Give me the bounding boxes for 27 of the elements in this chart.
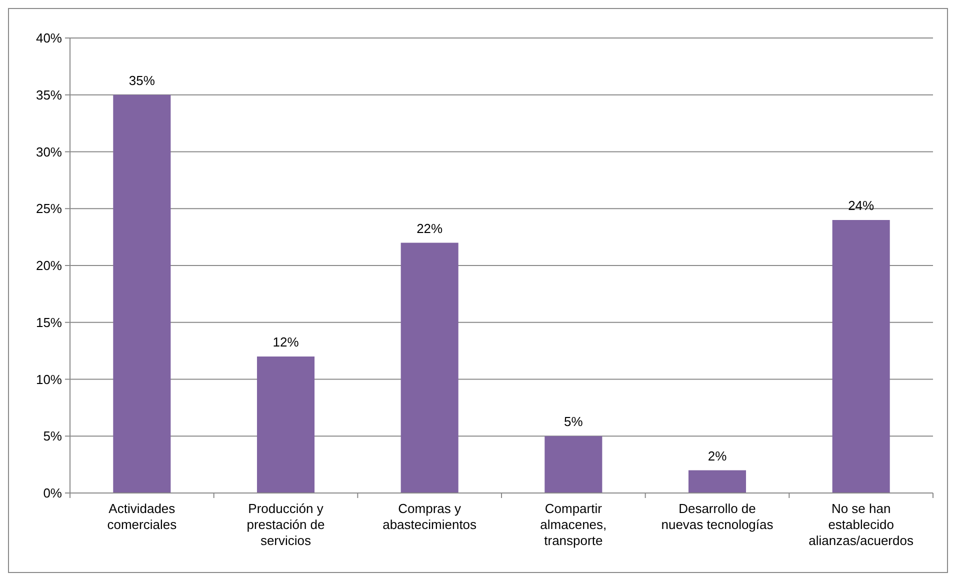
- x-tick-label: Desarrollo de nuevas tecnologías: [661, 501, 774, 532]
- y-tick-label: 25%: [36, 201, 62, 216]
- y-tick-label: 40%: [36, 30, 62, 46]
- bar: [400, 242, 458, 493]
- y-tick-label: 0%: [43, 486, 62, 501]
- x-tick-label: Producción y prestación de servicios: [246, 501, 325, 548]
- x-tick-label: Compras y abastecimientos: [382, 501, 478, 532]
- data-label: 22%: [416, 220, 444, 236]
- bar: [544, 436, 602, 493]
- data-label: 5%: [564, 414, 584, 430]
- bar: [256, 356, 315, 493]
- y-tick-label: 35%: [36, 87, 62, 102]
- data-label: 24%: [848, 198, 875, 213]
- y-tick-label: 30%: [36, 144, 62, 160]
- bar: [688, 470, 746, 493]
- data-label: 2%: [708, 448, 728, 464]
- y-tick-label: 10%: [36, 372, 62, 387]
- x-tick-label: No se han establecido alianzas/acuerdos: [808, 501, 914, 548]
- x-tick-label: Compartir almacenes, transporte: [540, 501, 607, 548]
- bar: [113, 94, 171, 493]
- y-tick-label: 5%: [43, 428, 62, 444]
- y-tick-label: 15%: [36, 314, 62, 330]
- y-tick-label: 20%: [36, 258, 62, 274]
- data-label: 12%: [272, 334, 300, 350]
- x-tick-label: Actividades comerciales: [107, 501, 178, 532]
- bar: [832, 220, 890, 493]
- data-label: 35%: [128, 72, 156, 88]
